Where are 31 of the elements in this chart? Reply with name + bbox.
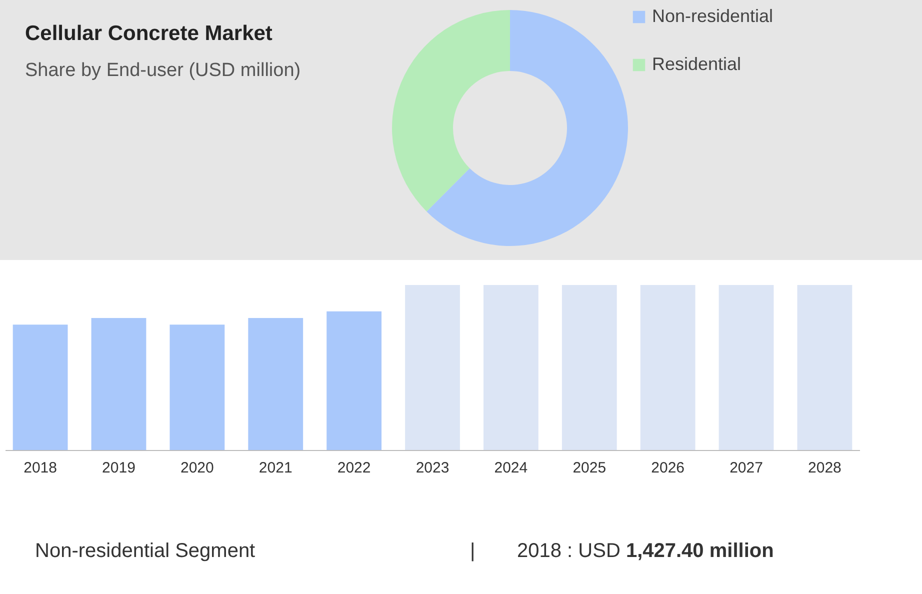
text: 2018 : USD 1,427.40 million	[517, 540, 774, 563]
bar	[718, 285, 774, 450]
x-tick-label: 2026	[651, 460, 685, 476]
x-tick-label: 2018	[24, 460, 57, 476]
x-tick-label: 2025	[572, 460, 606, 476]
bar	[91, 318, 146, 450]
x-tick-label: 2020	[180, 460, 214, 476]
bar	[170, 324, 225, 450]
donut-slice	[392, 10, 510, 212]
text: Cellular Concrete Market	[25, 22, 272, 46]
x-tick-label: 2022	[337, 460, 371, 476]
x-tick-label: 2023	[416, 460, 450, 476]
text: Non-residential Segment	[35, 540, 256, 563]
x-tick-label: 2027	[730, 460, 763, 476]
bar	[797, 285, 852, 450]
bar	[483, 285, 538, 450]
bar	[562, 285, 617, 450]
x-tick-label: 2028	[808, 460, 842, 476]
bar	[248, 318, 304, 450]
donut-slice	[426, 10, 628, 246]
text: |	[470, 540, 476, 563]
x-tick-label: 2024	[494, 460, 528, 476]
bar	[640, 285, 696, 450]
legend-label: Residential	[652, 54, 742, 74]
x-tick-label: 2019	[102, 460, 136, 476]
bar	[405, 285, 460, 450]
x-tick-label: 2021	[258, 460, 292, 476]
bar	[326, 311, 382, 450]
bar	[12, 324, 68, 450]
text: Share by End-user (USD million)	[25, 60, 301, 82]
legend-label: Non-residential	[652, 6, 774, 26]
